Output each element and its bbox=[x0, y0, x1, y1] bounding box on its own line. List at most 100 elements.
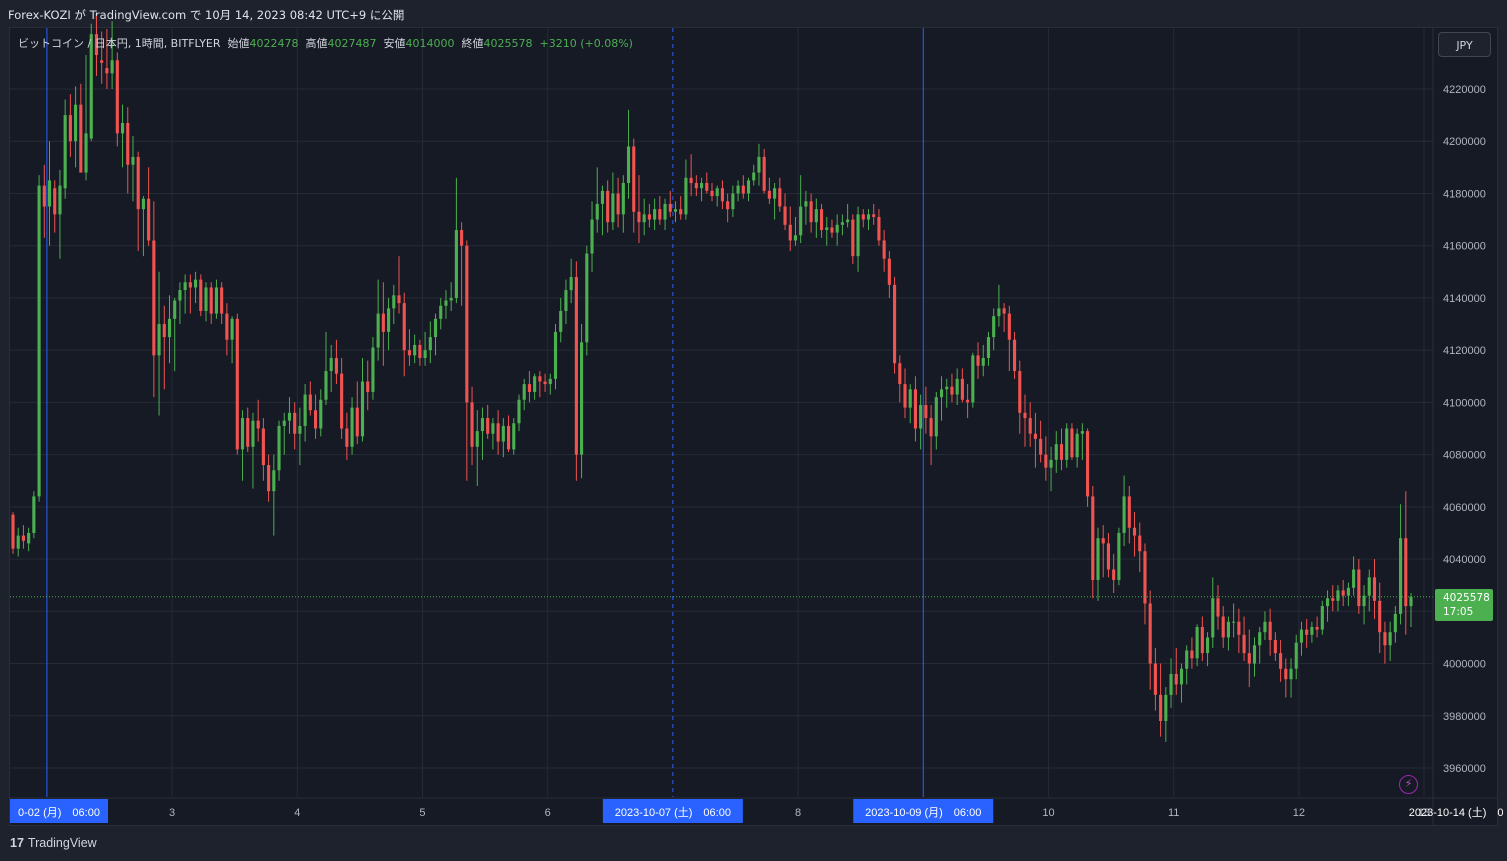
candle-body bbox=[423, 350, 427, 358]
candle-body bbox=[746, 180, 751, 194]
candle-body bbox=[720, 188, 724, 202]
candle-body bbox=[1148, 603, 1152, 664]
candle-body bbox=[538, 376, 542, 382]
y-tick-label: 4120000 bbox=[1443, 345, 1486, 357]
candle-body bbox=[433, 318, 438, 338]
candle-body bbox=[663, 203, 667, 220]
legend-high-value: 4027487 bbox=[327, 37, 377, 50]
highlighted-time-label: 0-02 (月) 06:00 bbox=[18, 807, 100, 819]
candle-body bbox=[387, 308, 391, 332]
x-tick-label: 8 bbox=[795, 807, 801, 819]
candle-body bbox=[773, 188, 777, 199]
candle-body bbox=[986, 337, 991, 358]
candle-body bbox=[470, 402, 474, 447]
candle-body bbox=[1023, 412, 1027, 419]
candle-body bbox=[42, 185, 46, 207]
candle-body bbox=[1299, 629, 1304, 643]
currency-button[interactable]: JPY bbox=[1438, 32, 1491, 57]
candle-body bbox=[1044, 454, 1048, 468]
candle-body bbox=[1216, 598, 1220, 617]
footer-bar: 17 TradingView bbox=[0, 826, 1507, 861]
candle-body bbox=[851, 219, 855, 257]
publish-bar: Forex-KOZI が TradingView.com で 10月 14, 2… bbox=[0, 0, 1507, 27]
candle-body bbox=[1258, 632, 1262, 646]
lightning-icon[interactable]: ⚡ bbox=[1399, 775, 1418, 794]
candle-body bbox=[778, 188, 782, 207]
candle-body bbox=[94, 34, 99, 56]
candle-body bbox=[1200, 626, 1204, 654]
candle-body bbox=[1070, 428, 1074, 458]
candle-body bbox=[1284, 668, 1288, 680]
candle-body bbox=[762, 156, 766, 191]
candle-body bbox=[1320, 606, 1324, 630]
candle-body bbox=[1211, 598, 1215, 638]
candle-body bbox=[251, 420, 255, 447]
candle-body bbox=[1096, 538, 1100, 580]
candle-body bbox=[861, 214, 865, 220]
candle-body bbox=[527, 384, 531, 392]
published-text: Forex-KOZI が TradingView.com で 10月 14, 2… bbox=[8, 8, 405, 22]
candle-body bbox=[27, 532, 31, 544]
last-price-value: 4025578 bbox=[1443, 592, 1490, 604]
candle-body bbox=[1383, 632, 1387, 646]
candle-body bbox=[788, 224, 792, 241]
legend-change: +3210 (+0.08%) bbox=[539, 37, 633, 50]
candle-body bbox=[673, 209, 678, 212]
candle-body bbox=[767, 190, 771, 199]
candle-body bbox=[1106, 543, 1111, 570]
y-tick-label: 3980000 bbox=[1443, 711, 1486, 723]
x-tick-label: 4 bbox=[294, 807, 300, 819]
candle-body bbox=[903, 384, 907, 408]
candle-body bbox=[1268, 621, 1272, 641]
candle-body bbox=[147, 198, 151, 241]
candle-body bbox=[611, 193, 615, 223]
x-tick-label: 13 bbox=[1418, 807, 1430, 819]
candle-body bbox=[783, 206, 787, 225]
candle-body bbox=[1169, 673, 1173, 695]
candle-body bbox=[726, 201, 730, 210]
candle-body bbox=[282, 420, 286, 426]
candle-body bbox=[199, 279, 203, 311]
candle-body bbox=[887, 258, 891, 285]
candle-body bbox=[1357, 569, 1361, 607]
candle-body bbox=[126, 122, 130, 165]
candle-body bbox=[626, 146, 631, 184]
candle-body bbox=[1185, 650, 1189, 669]
candle-body bbox=[47, 180, 52, 207]
candle-body bbox=[913, 389, 918, 429]
candle-body bbox=[240, 418, 245, 450]
highlighted-time-label: 2023-10-09 (月) 06:00 bbox=[865, 807, 981, 819]
candle-body bbox=[308, 394, 312, 411]
highlighted-time-label-bg bbox=[10, 799, 108, 823]
candle-body bbox=[303, 394, 307, 426]
candle-body bbox=[804, 201, 808, 207]
candle-body bbox=[1132, 527, 1137, 536]
candle-body bbox=[658, 209, 662, 220]
candle-body bbox=[1289, 668, 1293, 680]
candle-body bbox=[1367, 577, 1371, 596]
candle-body bbox=[694, 183, 698, 189]
candle-body bbox=[397, 295, 401, 304]
candle-body bbox=[1242, 634, 1246, 654]
candle-body bbox=[569, 277, 573, 291]
candle-body bbox=[835, 224, 839, 233]
tradingview-logo[interactable]: 17 TradingView bbox=[10, 836, 97, 850]
candle-body bbox=[882, 240, 886, 259]
candle-body bbox=[486, 418, 490, 434]
candle-body bbox=[517, 399, 521, 424]
candle-body bbox=[1018, 371, 1022, 413]
candle-body bbox=[454, 230, 458, 298]
candle-body bbox=[287, 412, 292, 421]
candle-body bbox=[1388, 632, 1392, 646]
candle-body bbox=[480, 418, 485, 432]
candle-body bbox=[1190, 650, 1194, 659]
candle-body bbox=[1117, 532, 1121, 580]
candle-body bbox=[152, 240, 156, 356]
candle-body bbox=[966, 399, 970, 403]
candle-body bbox=[157, 324, 161, 356]
candle-body bbox=[522, 384, 526, 400]
candle-body bbox=[715, 188, 719, 197]
candle-body bbox=[256, 420, 260, 429]
candle-body bbox=[553, 331, 558, 379]
